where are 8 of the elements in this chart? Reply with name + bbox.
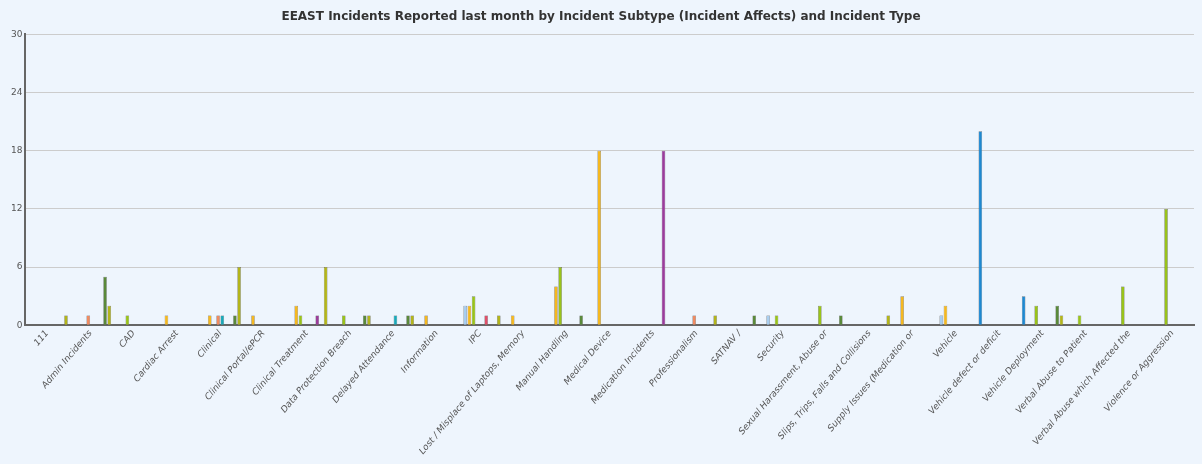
chart-title: EEAST Incidents Reported last month by Incident Subtype (Incident Affects) and Incident Type bbox=[281, 9, 921, 24]
y-tick-label: 24 bbox=[11, 86, 23, 97]
y-tick-label: 30 bbox=[11, 28, 23, 39]
y-tick-label: 6 bbox=[16, 261, 23, 272]
y-tick-label: 12 bbox=[11, 203, 23, 214]
y-tick-label: 0 bbox=[16, 319, 23, 330]
x-tick-label: IPC bbox=[466, 327, 484, 346]
y-tick-label: 18 bbox=[11, 145, 23, 156]
